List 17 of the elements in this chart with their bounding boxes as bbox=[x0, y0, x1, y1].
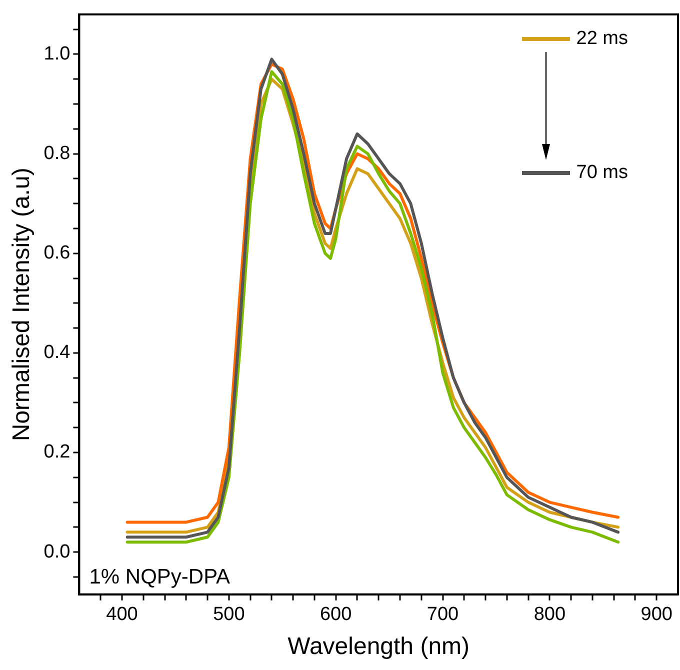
x-axis-title: Wavelength (nm) bbox=[288, 633, 470, 660]
x-tick-label: 900 bbox=[640, 604, 672, 626]
y-tick-label: 0.6 bbox=[44, 242, 70, 264]
legend-label: 22 ms bbox=[576, 28, 628, 50]
x-tick-label: 600 bbox=[320, 604, 352, 626]
annotation: 1% NQPy-DPA bbox=[89, 566, 230, 589]
x-tick-label: 700 bbox=[426, 604, 459, 626]
x-tick-label: 400 bbox=[106, 604, 138, 626]
x-tick-label: 800 bbox=[534, 604, 566, 626]
y-tick-label: 0.4 bbox=[44, 342, 71, 364]
y-tick-label: 0.2 bbox=[44, 442, 70, 463]
y-axis-title: Normalised Intensity (a.u) bbox=[8, 168, 36, 442]
legend-label: 70 ms bbox=[576, 162, 628, 184]
y-tick-label: 0.8 bbox=[44, 143, 70, 164]
x-tick-label: 500 bbox=[213, 604, 245, 626]
y-tick-label: 0.0 bbox=[44, 541, 70, 562]
y-tick-label: 1.0 bbox=[44, 43, 70, 64]
